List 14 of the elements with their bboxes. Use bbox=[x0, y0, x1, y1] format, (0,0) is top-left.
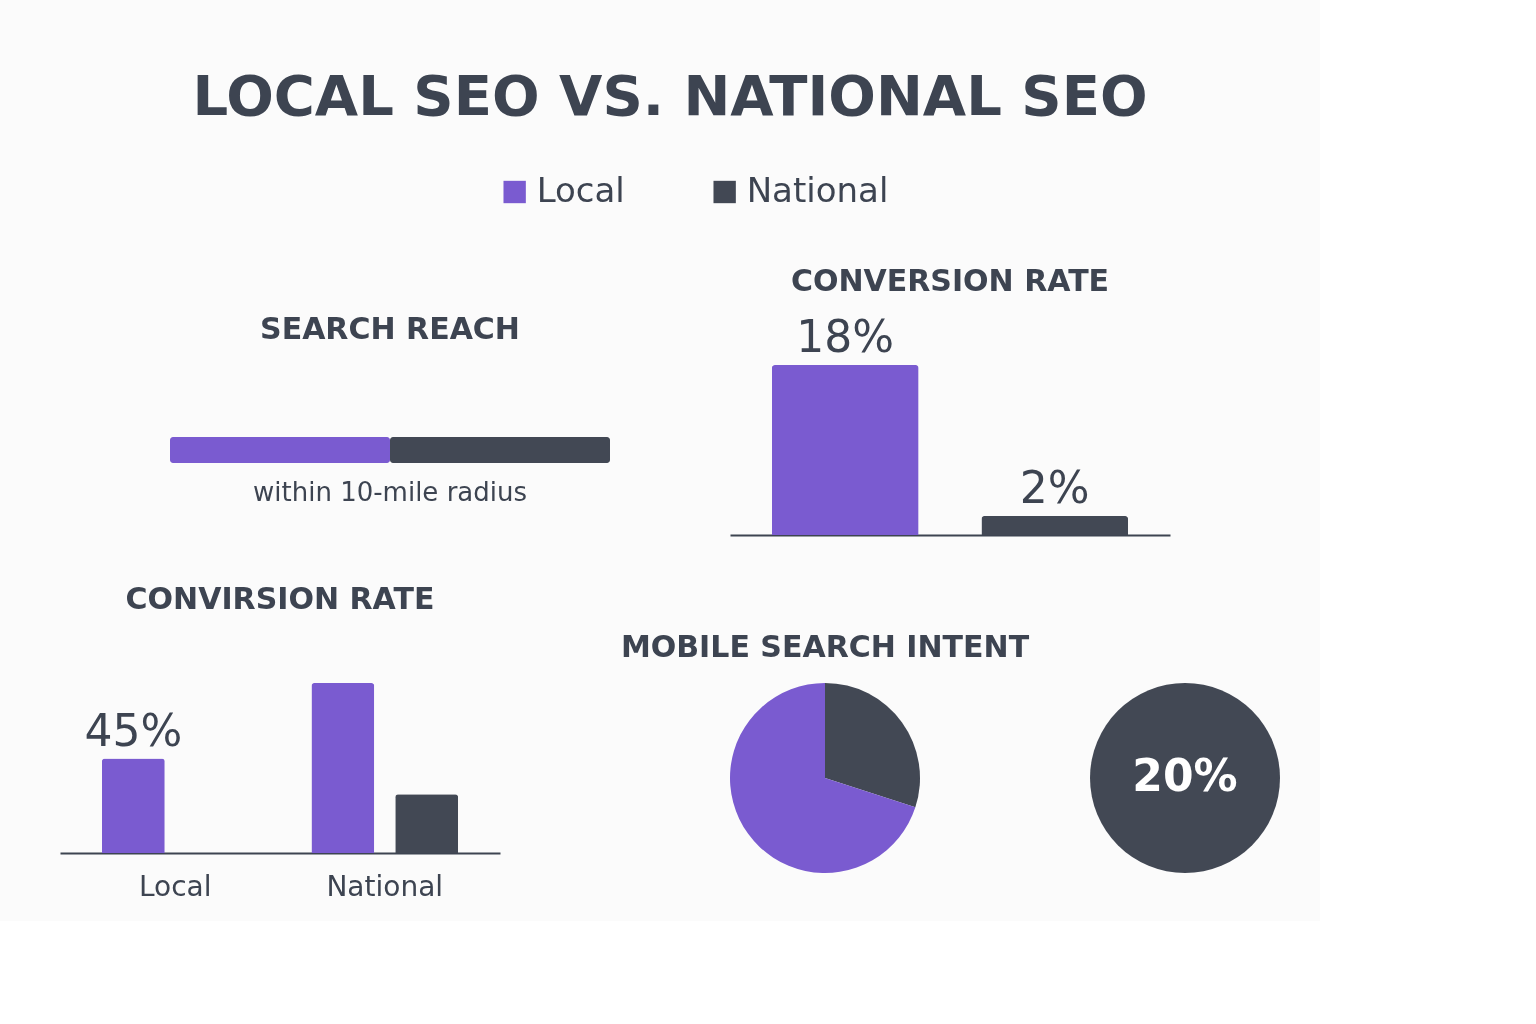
text: within 10-mile radius bbox=[252, 477, 528, 507]
legend-label: National bbox=[746, 170, 889, 210]
pie-slice bbox=[825, 683, 920, 808]
data-label: 45% bbox=[84, 704, 183, 756]
text: LOCAL SEO VS. NATIONAL SEO bbox=[192, 63, 1148, 128]
data-label: 18% bbox=[796, 311, 895, 362]
text: 20% bbox=[1132, 750, 1238, 801]
legend-label: Local bbox=[536, 170, 625, 210]
chart-title: SEARCH REACH bbox=[260, 311, 520, 346]
chart-title: CONVERSION RATE bbox=[790, 263, 1110, 298]
data-label: 2% bbox=[1019, 462, 1090, 514]
chart-title: MOBILE SEARCH INTENT bbox=[620, 629, 1030, 664]
pie-slice bbox=[730, 683, 916, 873]
chart-title: CONVIRSION RATE bbox=[125, 581, 435, 616]
